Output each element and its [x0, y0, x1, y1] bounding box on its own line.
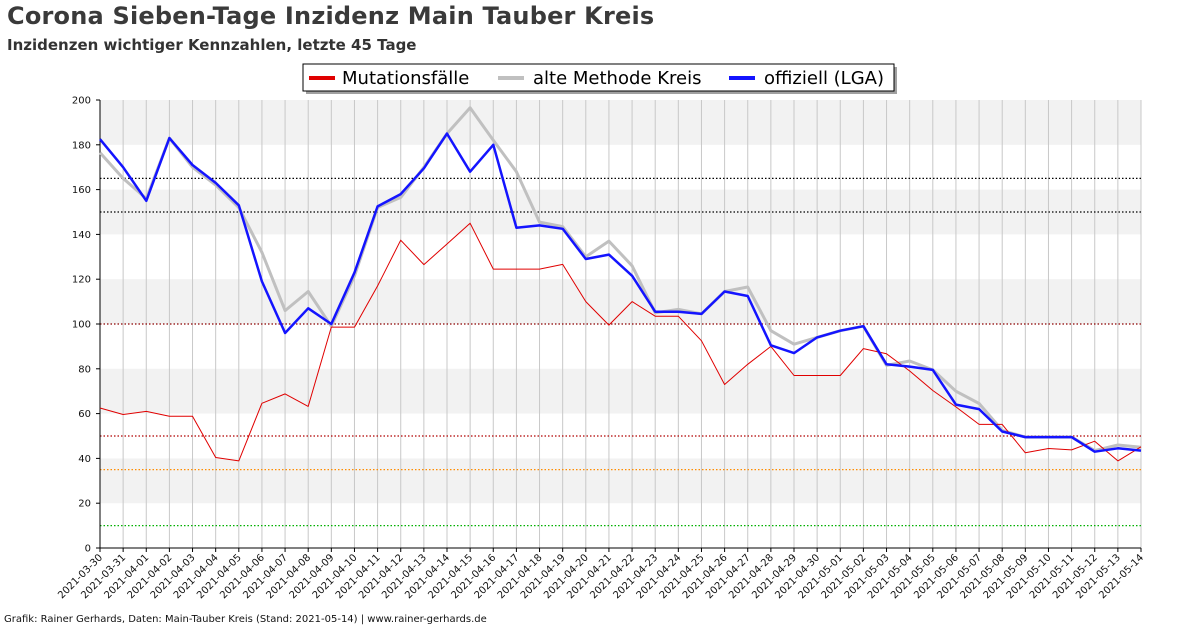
- grid-band: [100, 458, 1141, 504]
- legend: Mutationsfälle alte Methode Kreis offiziel…: [302, 63, 897, 94]
- y-tick-label: 80: [78, 364, 91, 375]
- legend-label-official: offiziell (LGA): [764, 68, 884, 89]
- grid-band: [100, 189, 1141, 235]
- y-tick-label: 60: [78, 409, 91, 420]
- y-tick-label: 160: [72, 185, 91, 196]
- data-series: [98, 106, 1142, 462]
- grid-band: [100, 368, 1141, 414]
- y-tick-label: 140: [72, 230, 91, 241]
- background-bands: [100, 100, 1141, 504]
- y-tick-label: 200: [72, 96, 91, 107]
- grid-band: [100, 100, 1141, 145]
- chart-subtitle: Inzidenzen wichtiger Kennzahlen, letzte …: [7, 36, 417, 54]
- chart-title: Corona Sieben-Tage Inzidenz Main Tauber …: [7, 2, 655, 30]
- y-tick-label: 0: [85, 544, 91, 555]
- series-line-mutation: [99, 222, 1142, 462]
- y-axis-ticks: 0 20 40 60 80 100 120 140 160 180 200: [72, 96, 100, 555]
- legend-label-mutation: Mutationsfälle: [342, 68, 469, 89]
- footer-credit: Grafik: Rainer Gerhards, Daten: Main-Tau…: [4, 614, 487, 625]
- series-line-old-method: [98, 106, 1142, 453]
- y-tick-label: 120: [72, 275, 91, 286]
- legend-box: [302, 63, 895, 92]
- y-tick-label: 20: [78, 499, 91, 510]
- x-axis-ticks: 2021-03-302021-03-312021-04-012021-04-02…: [56, 548, 1146, 601]
- grid-band: [100, 279, 1141, 324]
- y-tick-label: 40: [78, 454, 91, 465]
- y-tick-label: 180: [72, 140, 91, 151]
- legend-label-old-method: alte Methode Kreis: [533, 68, 701, 89]
- series-line-official: [99, 132, 1142, 453]
- y-tick-label: 100: [72, 320, 91, 331]
